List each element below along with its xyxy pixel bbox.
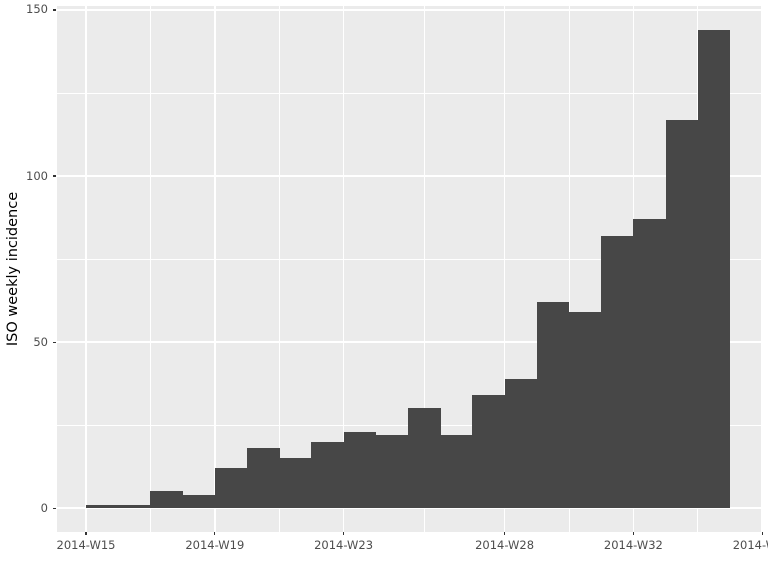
bar (504, 378, 538, 509)
bar (279, 458, 312, 509)
x-tick-label: 2014-W32 (603, 538, 663, 552)
bar (697, 29, 731, 509)
bar (375, 435, 409, 509)
bar (601, 235, 634, 509)
x-tick-label: 2014-W23 (314, 538, 374, 552)
bar (633, 219, 666, 509)
y-tick-label: 0 (40, 500, 48, 515)
y-axis-tick (53, 341, 56, 343)
gridline-minor-horizontal (57, 258, 761, 260)
bar (343, 431, 377, 509)
gridline-minor-vertical (568, 6, 570, 532)
y-axis-tick (53, 507, 56, 509)
gridline-major-horizontal (57, 507, 761, 509)
y-axis-tick (53, 175, 56, 177)
y-tick-label: 100 (26, 168, 48, 183)
x-axis-tick (343, 532, 345, 535)
x-tick-label: 2014-W15 (56, 538, 116, 552)
x-axis-tick (761, 532, 763, 535)
bar (440, 435, 473, 509)
bar (472, 395, 505, 509)
gridline-major-horizontal (57, 9, 761, 11)
x-tick-label: 2014-W19 (185, 538, 245, 552)
gridline-minor-vertical (278, 6, 280, 532)
gridline-major-vertical (214, 6, 216, 532)
gridline-major-horizontal (57, 175, 761, 177)
bar (408, 408, 441, 509)
y-tick-label: 50 (33, 334, 48, 349)
bar (665, 119, 699, 509)
y-axis-title: ISO weekly incidence (5, 191, 21, 347)
plot-panel (57, 6, 761, 532)
y-axis-tick (53, 9, 56, 11)
gridline-minor-vertical (423, 6, 425, 532)
bar (247, 448, 280, 509)
gridline-major-vertical (85, 6, 87, 532)
gridline-major-vertical (503, 6, 506, 532)
gridline-major-vertical (342, 6, 345, 532)
x-axis-tick (632, 532, 634, 535)
bar (86, 504, 119, 509)
gridline-major-horizontal (57, 341, 761, 343)
x-axis-tick (214, 532, 216, 535)
bar (182, 494, 216, 509)
bar (536, 302, 570, 509)
gridline-minor-vertical (149, 6, 151, 532)
x-tick-label: 2014-W36 (732, 538, 768, 552)
y-tick-label: 150 (26, 2, 48, 17)
gridline-minor-horizontal (57, 92, 761, 94)
bar (118, 504, 151, 509)
x-axis-tick (504, 532, 506, 535)
bar (150, 491, 183, 509)
x-axis-tick (85, 532, 87, 535)
bar (311, 441, 344, 509)
bar (569, 312, 602, 509)
bar (214, 468, 248, 509)
x-tick-label: 2014-W28 (475, 538, 535, 552)
